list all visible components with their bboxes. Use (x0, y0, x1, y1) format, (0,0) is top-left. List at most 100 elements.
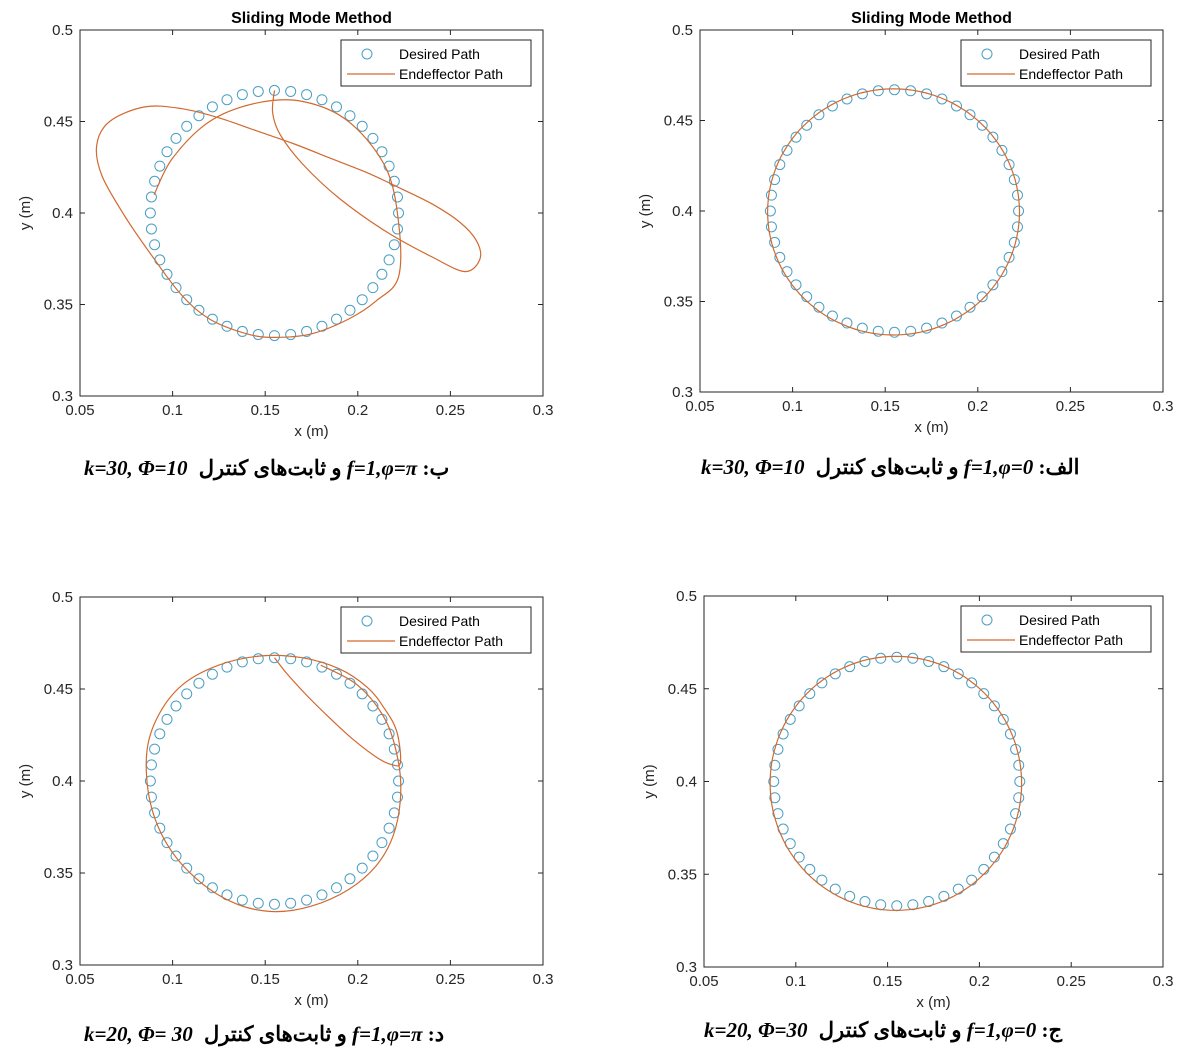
desired-path-marker (976, 119, 988, 131)
y-axis-label: y (m) (637, 194, 654, 228)
desired-path-marker (145, 791, 157, 803)
desired-path-marker (376, 268, 388, 280)
desired-path-marker (391, 223, 403, 235)
caption-bl-formula: f=1,φ=π (352, 1022, 423, 1046)
desired-path-marker (768, 776, 780, 787)
desired-path-marker (206, 313, 218, 325)
desired-path-marker (344, 110, 356, 122)
x-axis-label: x (m) (916, 994, 950, 1011)
x-tick-label: 0.15 (251, 971, 280, 988)
y-tick-label: 0.3 (52, 388, 73, 405)
x-tick-label: 0.1 (785, 973, 806, 990)
x-axis-label: x (m) (914, 419, 948, 436)
desired-path-marker (996, 144, 1008, 156)
caption-tl-formula: f=1,φ=π (346, 456, 418, 480)
x-tick-label: 0.15 (251, 402, 280, 419)
x-tick-label: 0.2 (967, 398, 988, 415)
desired-path-marker (816, 874, 828, 886)
desired-path-marker (1010, 808, 1022, 820)
desired-path-marker (170, 282, 182, 294)
y-tick-label: 0.5 (676, 588, 697, 605)
desired-path-marker (344, 873, 356, 885)
desired-path-marker (772, 743, 784, 755)
desired-path-marker (181, 688, 193, 700)
x-tick-label: 0.3 (533, 971, 554, 988)
desired-path-marker (221, 320, 233, 332)
desired-path-marker (964, 109, 976, 121)
desired-path-marker (236, 894, 248, 906)
desired-path-marker (301, 325, 313, 337)
desired-path-marker (769, 174, 781, 186)
x-tick-label: 0.1 (162, 402, 183, 419)
desired-path-marker (1013, 205, 1025, 217)
desired-path-marker (841, 93, 853, 105)
chart-tl: 0.05 0.1 0.15 0.2 0.25 0.3 0.3 0.35 0.4 0.45 0.5 x … (17, 10, 553, 440)
legend-desired-marker (361, 48, 373, 60)
legend-desired-label: Desired Path (399, 613, 480, 629)
y-tick-label: 0.3 (52, 957, 73, 974)
y-axis-label: y (m) (17, 764, 34, 798)
chart-bl: 0.05 0.1 0.15 0.2 0.25 0.3 0.3 0.35 0.4 0.45 0.5 x … (17, 589, 553, 1009)
desired-path-marker (193, 873, 205, 885)
desired-path-marker (367, 850, 379, 862)
desired-path-marker (268, 652, 280, 664)
legend-endeffector-label: Endeffector Path (399, 633, 503, 649)
y-tick-label: 0.4 (52, 773, 73, 790)
chart-title: Sliding Mode Method (851, 10, 1012, 27)
desired-path-marker (170, 700, 182, 712)
desired-path-marker (872, 325, 884, 337)
y-tick-label: 0.5 (672, 22, 693, 39)
desired-path-marker (331, 882, 343, 894)
caption-br-consts: k=20, Φ=30 (704, 1018, 808, 1042)
y-tick-label: 0.4 (676, 774, 697, 791)
desired-path-marker (769, 759, 781, 771)
desired-path-marker (764, 205, 776, 217)
desired-path-marker (888, 326, 900, 338)
x-tick-label: 0.2 (969, 973, 990, 990)
desired-path-marker (774, 251, 786, 263)
legend-desired-label: Desired Path (1019, 46, 1100, 62)
desired-path-marker (1003, 251, 1015, 263)
x-tick-label: 0.25 (1056, 398, 1085, 415)
desired-path-marker (252, 897, 264, 909)
desired-path-marker (813, 109, 825, 121)
desired-path-marker (367, 132, 379, 144)
desired-path-marker (777, 728, 789, 740)
desired-path-marker (316, 889, 328, 901)
desired-path-marker (966, 677, 978, 689)
x-tick-label: 0.2 (347, 402, 368, 419)
desired-path-marker (816, 677, 828, 689)
y-tick-label: 0.4 (672, 203, 693, 220)
series-desired-path (144, 652, 405, 910)
legend: Desired Path Endeffector Path (340, 606, 532, 654)
desired-path-marker (154, 160, 166, 172)
caption-bl-consts: k=20, Φ= 30 (84, 1022, 193, 1046)
desired-path-marker (1004, 823, 1016, 835)
desired-path-marker (193, 304, 205, 316)
legend-box (960, 39, 1152, 87)
desired-path-marker (829, 668, 841, 680)
caption-tl: ب: f=1,φ=π و ثابت‌های کنترل k=30, Φ=10 (78, 456, 449, 481)
legend-desired-label: Desired Path (399, 46, 480, 62)
y-tick-label: 0.35 (44, 297, 73, 314)
desired-path-marker (1008, 174, 1020, 186)
chart-title: Sliding Mode Method (231, 10, 392, 27)
x-tick-label: 0.3 (1153, 973, 1174, 990)
y-tick-label: 0.35 (664, 294, 693, 311)
desired-path-marker (206, 668, 218, 680)
desired-path-marker (765, 189, 777, 201)
caption-bl: د: f=1,φ=π و ثابت‌های کنترل k=20, Φ= 30 (78, 1022, 444, 1047)
desired-path-marker (356, 862, 368, 874)
legend: Desired Path Endeffector Path (960, 605, 1152, 653)
y-tick-label: 0.5 (52, 22, 73, 39)
desired-path-marker (388, 239, 400, 251)
desired-path-marker (170, 850, 182, 862)
desired-path-marker (316, 94, 328, 106)
desired-path-marker (181, 294, 193, 306)
desired-path-marker (383, 160, 395, 172)
desired-path-marker (331, 101, 343, 113)
desired-path-marker (769, 236, 781, 248)
x-tick-label: 0.2 (347, 971, 368, 988)
desired-path-marker (891, 651, 903, 663)
